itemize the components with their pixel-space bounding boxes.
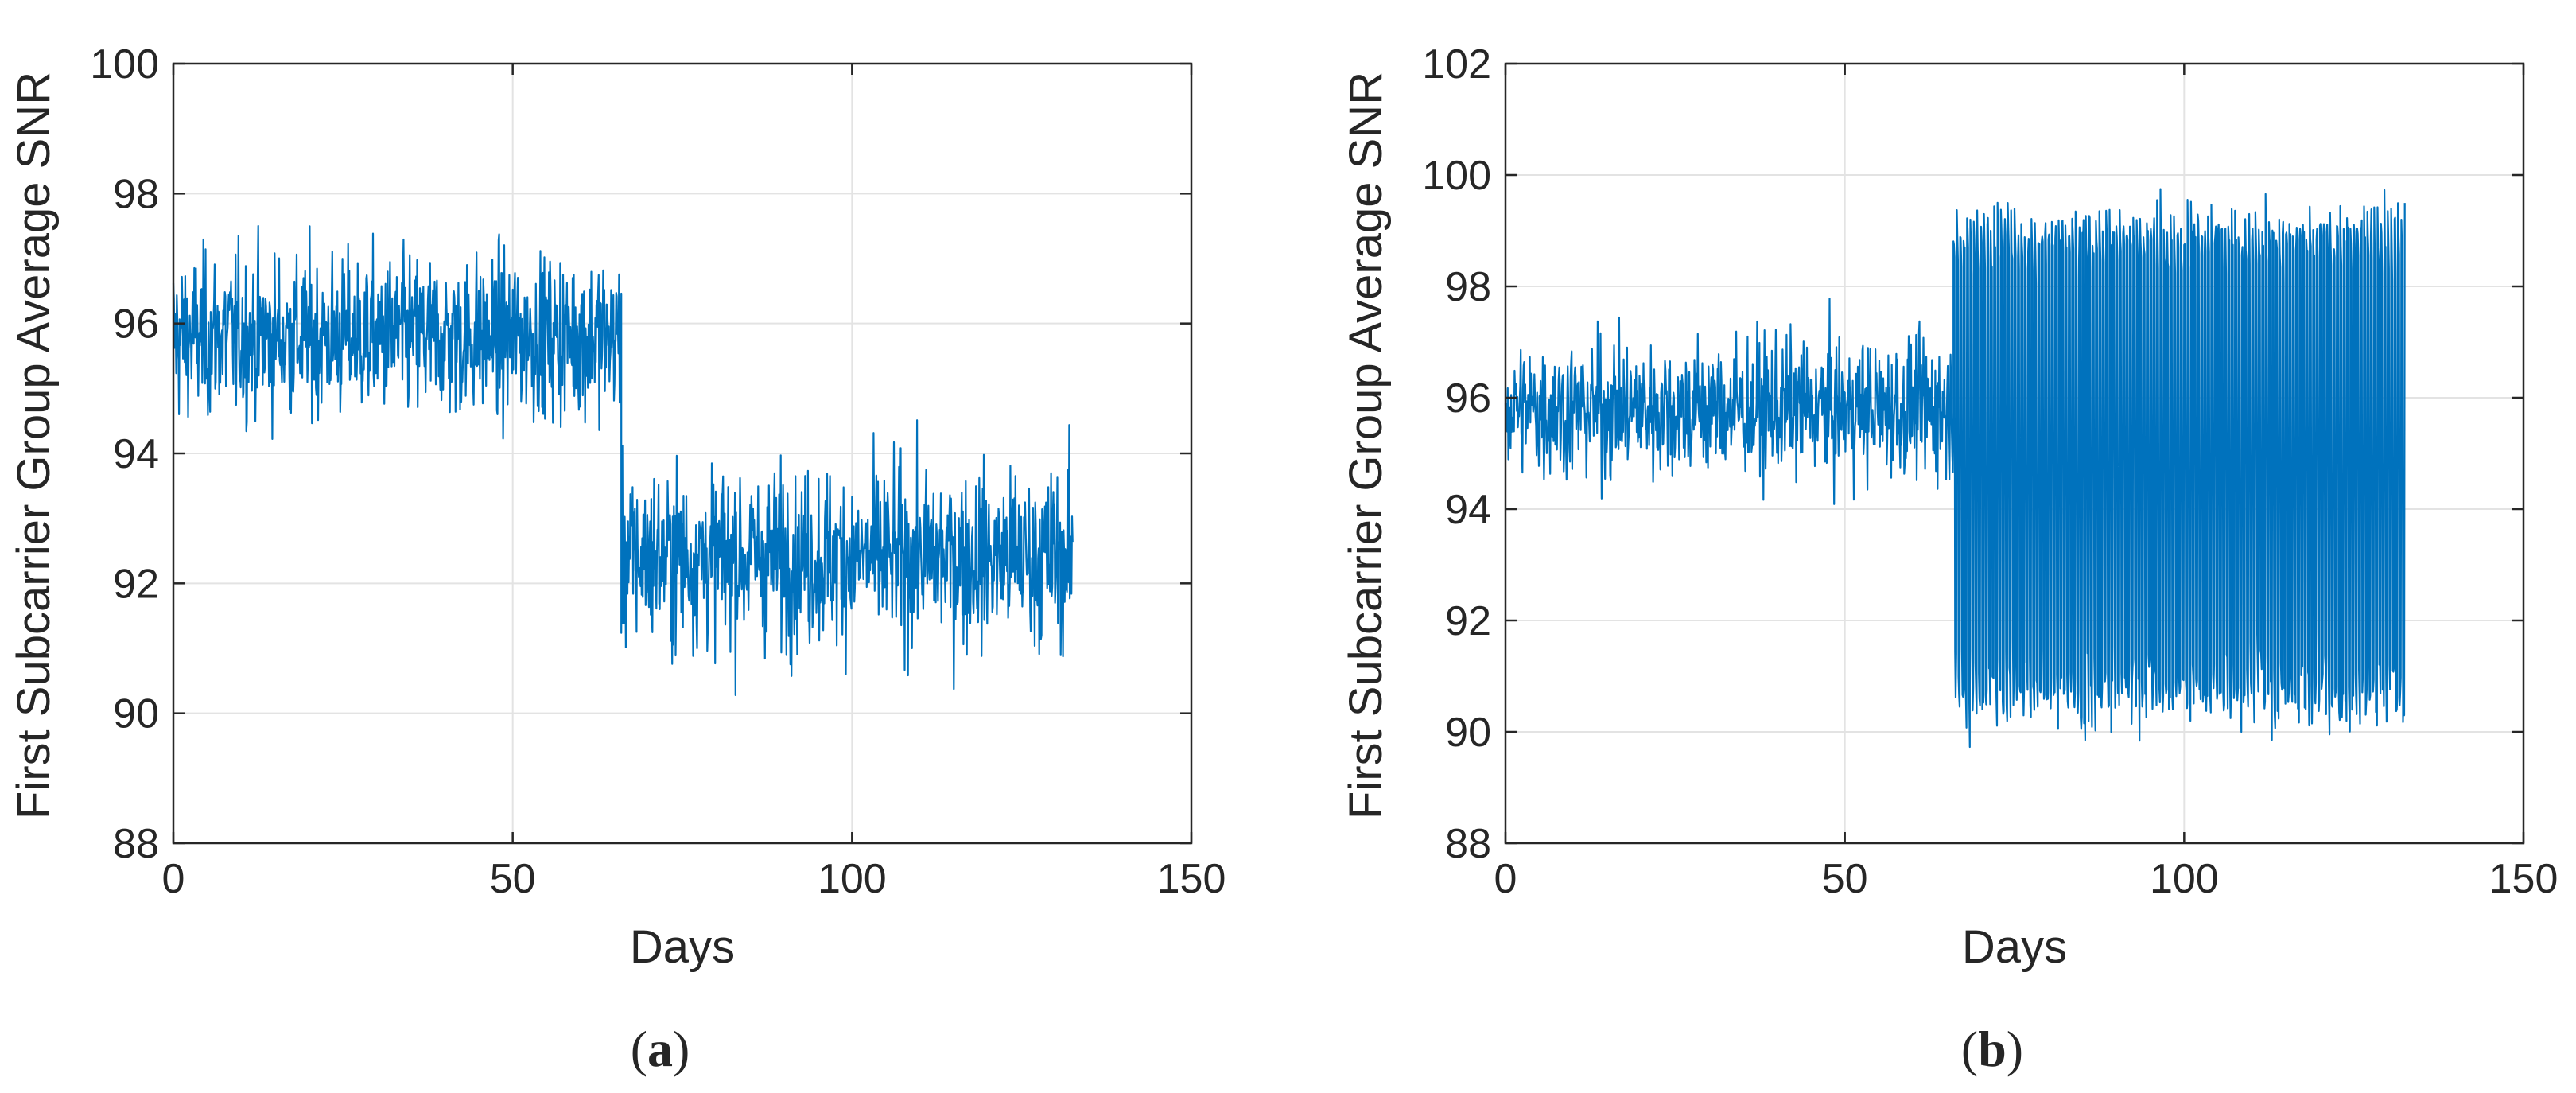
caption-b-letter: b [1978, 1021, 2007, 1077]
y-tick-label: 98 [1445, 264, 1491, 310]
y-axis-label: First Subcarrier Group Average SNR [1340, 72, 1392, 819]
y-tick-label: 100 [90, 41, 159, 88]
y-tick-label: 90 [113, 691, 159, 737]
y-tick-label: 92 [1445, 598, 1491, 644]
data-series-line [1504, 188, 2406, 749]
x-tick-label: 150 [2489, 856, 2559, 902]
x-tick-label: 50 [490, 856, 536, 902]
y-axis-label: First Subcarrier Group Average SNR [8, 72, 60, 819]
y-tick-label: 88 [113, 821, 159, 867]
axes-box [1504, 62, 2525, 845]
chart-panel-a: 0 50 100 150 88 90 92 94 96 98 100 Days First Subcar… [8, 41, 1226, 973]
y-tick-label: 102 [1422, 41, 1491, 88]
y-tick-label: 92 [113, 561, 159, 607]
chart-panel-b: 0 50 100 150 88 90 92 94 96 98 100 102 Days First Sub… [1340, 41, 2558, 973]
x-tick-label: 100 [2150, 856, 2219, 902]
y-tick-label: 90 [1445, 710, 1491, 756]
y-tick-label: 88 [1445, 821, 1491, 867]
x-tick-label: 100 [818, 856, 887, 902]
x-axis-label: Days [1962, 921, 2067, 973]
x-axis-label: Days [630, 921, 735, 973]
y-tick-label: 96 [113, 301, 159, 348]
y-tick-label: 94 [1445, 487, 1491, 533]
y-tick-label: 96 [1445, 375, 1491, 422]
y-tick-label: 98 [113, 171, 159, 217]
caption-a: (a) [631, 1021, 690, 1077]
x-tick-label: 0 [162, 856, 185, 902]
data-series-line [172, 224, 1074, 696]
x-tick-label: 150 [1157, 856, 1226, 902]
x-tick-label: 0 [1494, 856, 1517, 902]
y-tick-label: 100 [1422, 153, 1491, 199]
caption-a-letter: a [647, 1021, 673, 1077]
caption-b: (b) [1961, 1021, 2023, 1077]
x-tick-label: 50 [1822, 856, 1868, 902]
y-tick-label: 94 [113, 431, 159, 477]
